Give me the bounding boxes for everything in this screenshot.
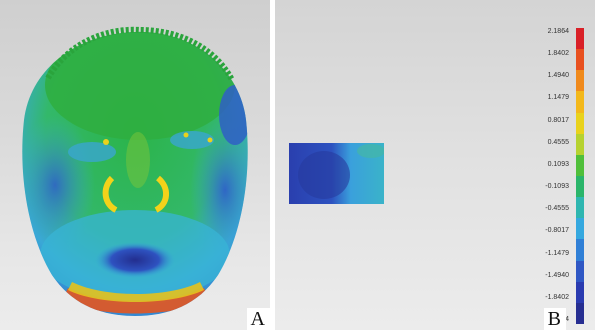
color-scale-segment: [576, 260, 584, 283]
color-scale-tick-label: 0.4555: [547, 138, 569, 146]
color-scale-bar: [576, 28, 584, 325]
panel-label-b: B: [543, 308, 566, 330]
panel-b-region-colormap: 2.1864 1.8402 1.4940 1.1479 0.8017 0.4555 0.10…: [275, 0, 595, 330]
color-scale-tick-label: -0.4555: [545, 205, 569, 213]
color-scale-tick-label: -1.8402: [545, 293, 569, 301]
color-scale-segment: [576, 176, 584, 198]
color-scale-segment: [576, 302, 584, 325]
color-scale-segment: [576, 49, 584, 71]
color-scale-segment: [576, 281, 584, 304]
color-scale-tick-label: 1.1479: [547, 94, 569, 102]
color-scale-tick-label: 0.1093: [547, 160, 569, 168]
color-scale-segment: [576, 154, 584, 177]
color-scale-tick-label: 1.4940: [547, 72, 569, 80]
panel-label-a: A: [246, 308, 270, 330]
color-scale-tick-label: -0.8017: [545, 227, 569, 235]
color-scale-tick-label: -1.1479: [545, 249, 569, 257]
face-deviation-map: [22, 26, 248, 317]
color-scale-segment: [576, 112, 584, 135]
color-scale-segment: [576, 91, 584, 114]
color-scale-segment: [576, 70, 584, 92]
color-scale-segment: [576, 28, 584, 50]
face-surface: [22, 31, 248, 317]
color-scale-segment: [576, 133, 584, 156]
color-scale-segment: [576, 197, 584, 219]
panel-a-face-colormap: A: [0, 0, 270, 330]
panel-divider: [270, 0, 275, 330]
color-scale-tick-label: -1.4940: [545, 271, 569, 279]
color-scale-tick-label: 1.8402: [547, 50, 569, 58]
color-scale-segment: [576, 218, 584, 240]
cropped-region-patch: [289, 143, 384, 204]
color-scale-segment: [576, 239, 584, 262]
color-scale-tick-label: 2.1864: [547, 28, 569, 35]
color-scale-tick-label: -0.1093: [545, 183, 569, 191]
color-scale-tick-label: 0.8017: [547, 116, 569, 124]
